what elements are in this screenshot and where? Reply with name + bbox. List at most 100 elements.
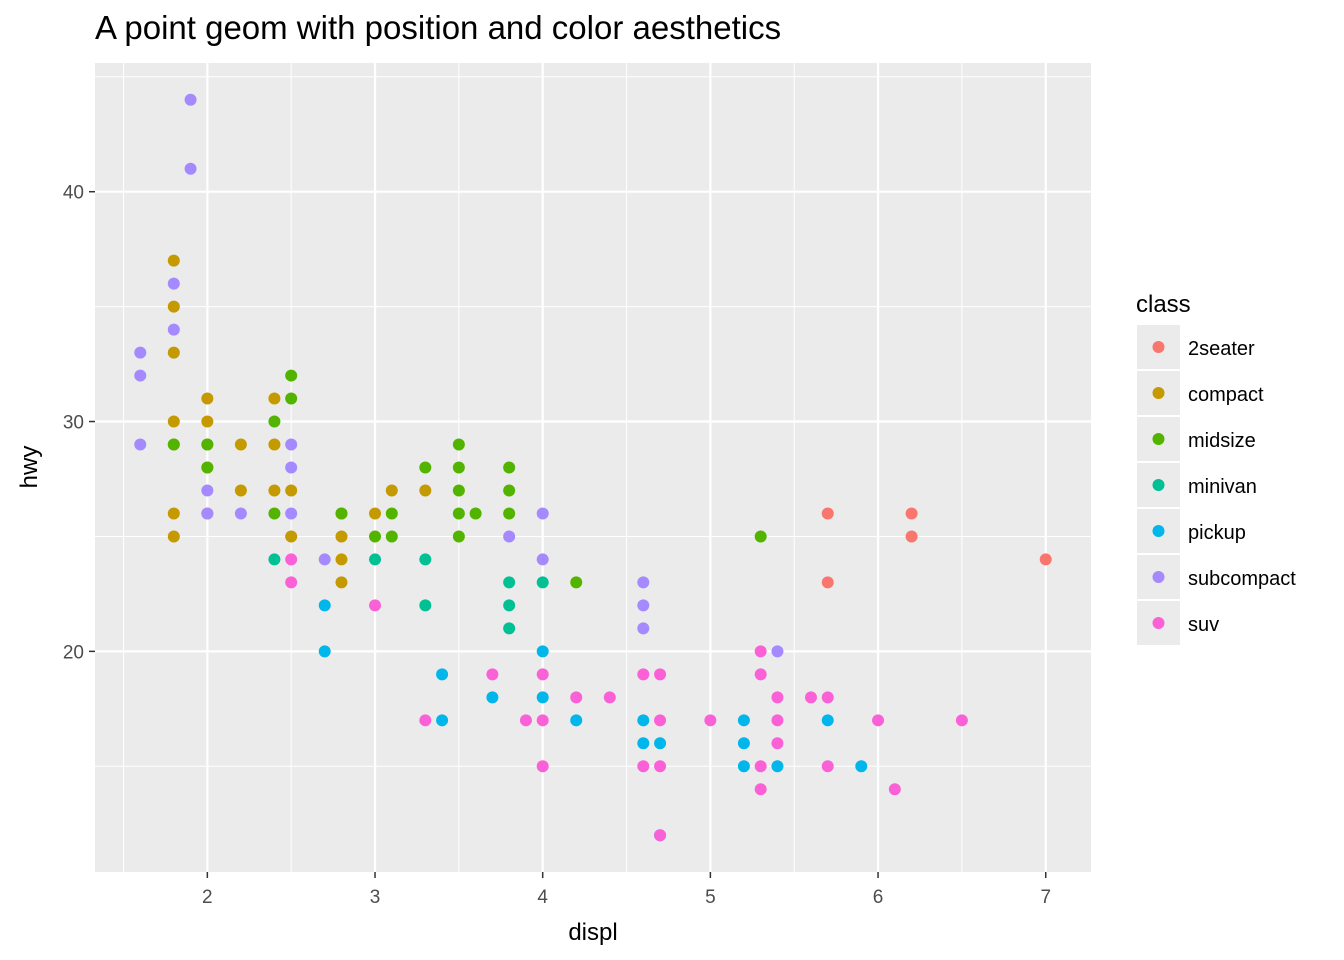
data-point-midsize	[385, 507, 398, 520]
data-point-midsize	[452, 530, 465, 543]
data-point-minivan	[503, 622, 516, 635]
data-point-subcompact	[318, 553, 331, 566]
x-axis-title: displ	[568, 919, 617, 946]
legend: class 2seater compact midsize minivan pickup…	[1136, 291, 1296, 645]
data-point-suv	[754, 760, 767, 773]
data-point-minivan	[503, 599, 516, 612]
data-point-pickup	[737, 737, 750, 750]
data-point-suv	[821, 760, 834, 773]
data-point-compact	[335, 576, 348, 589]
legend-key-suv	[1152, 617, 1165, 629]
data-point-minivan	[536, 576, 549, 589]
data-point-midsize	[268, 507, 281, 520]
data-point-subcompact	[771, 645, 784, 658]
data-point-suv	[603, 691, 616, 704]
data-point-compact	[234, 484, 247, 497]
x-tick-label: 7	[1040, 887, 1051, 908]
data-point-minivan	[369, 553, 382, 566]
legend-label-suv: suv	[1188, 614, 1219, 636]
data-point-pickup	[855, 760, 868, 773]
legend-key-midsize	[1152, 433, 1165, 445]
data-point-midsize	[503, 507, 516, 520]
data-point-suv	[771, 714, 784, 727]
data-point-suv	[654, 760, 667, 773]
data-point-compact	[285, 484, 298, 497]
data-point-compact	[268, 484, 281, 497]
data-point-suv	[536, 760, 549, 773]
data-point-suv	[419, 714, 432, 727]
data-point-midsize	[570, 576, 583, 589]
data-point-pickup	[637, 714, 650, 727]
data-point-suv	[754, 645, 767, 658]
data-point-midsize	[503, 484, 516, 497]
data-point-2seater	[821, 576, 834, 589]
data-point-2seater	[821, 507, 834, 520]
data-point-pickup	[637, 737, 650, 750]
data-point-compact	[201, 392, 214, 405]
legend-title: class	[1136, 291, 1191, 318]
data-point-suv	[536, 668, 549, 681]
data-point-subcompact	[637, 622, 650, 635]
data-point-compact	[167, 346, 180, 359]
y-axis-title: hwy	[16, 446, 43, 489]
data-point-subcompact	[167, 323, 180, 336]
data-point-midsize	[385, 530, 398, 543]
data-point-midsize	[452, 484, 465, 497]
data-point-midsize	[201, 438, 214, 451]
data-point-suv	[519, 714, 532, 727]
legend-label-midsize: midsize	[1188, 430, 1256, 452]
data-point-pickup	[318, 645, 331, 658]
data-point-suv	[821, 691, 834, 704]
data-point-subcompact	[184, 93, 197, 106]
data-point-suv	[285, 576, 298, 589]
data-point-suv	[637, 668, 650, 681]
data-point-minivan	[503, 576, 516, 589]
data-point-compact	[167, 530, 180, 543]
x-axis: 2 3 4 5 6 7	[202, 872, 1051, 908]
data-point-suv	[771, 691, 784, 704]
data-point-subcompact	[134, 346, 147, 359]
data-point-suv	[704, 714, 717, 727]
data-point-pickup	[737, 714, 750, 727]
data-point-midsize	[335, 507, 348, 520]
chart-title: A point geom with position and color aes…	[95, 9, 781, 46]
data-point-midsize	[452, 461, 465, 474]
data-point-suv	[285, 553, 298, 566]
legend-key-minivan	[1152, 479, 1165, 491]
legend-key-2seater	[1152, 341, 1165, 353]
data-point-suv	[369, 599, 382, 612]
data-point-midsize	[419, 461, 432, 474]
data-point-pickup	[821, 714, 834, 727]
x-tick-label: 3	[370, 887, 381, 908]
data-point-2seater	[905, 507, 918, 520]
data-point-compact	[335, 553, 348, 566]
data-point-subcompact	[536, 507, 549, 520]
data-point-pickup	[654, 737, 667, 750]
data-point-compact	[285, 530, 298, 543]
data-point-pickup	[436, 714, 449, 727]
data-point-midsize	[285, 392, 298, 405]
data-point-subcompact	[637, 599, 650, 612]
data-point-subcompact	[503, 530, 516, 543]
data-point-subcompact	[536, 553, 549, 566]
data-point-pickup	[486, 691, 499, 704]
y-axis: 20 30 40	[63, 183, 95, 663]
y-tick-label: 20	[63, 642, 84, 663]
data-point-compact	[167, 415, 180, 428]
data-point-pickup	[737, 760, 750, 773]
data-point-subcompact	[134, 369, 147, 382]
data-point-suv	[872, 714, 885, 727]
data-point-minivan	[419, 599, 432, 612]
data-point-suv	[804, 691, 817, 704]
data-point-subcompact	[234, 507, 247, 520]
data-point-subcompact	[285, 438, 298, 451]
data-point-suv	[654, 668, 667, 681]
data-point-midsize	[452, 507, 465, 520]
data-point-compact	[419, 484, 432, 497]
data-point-compact	[167, 254, 180, 267]
data-point-pickup	[318, 599, 331, 612]
data-point-midsize	[369, 530, 382, 543]
x-tick-label: 6	[873, 887, 884, 908]
data-point-suv	[654, 829, 667, 842]
data-point-subcompact	[167, 277, 180, 290]
